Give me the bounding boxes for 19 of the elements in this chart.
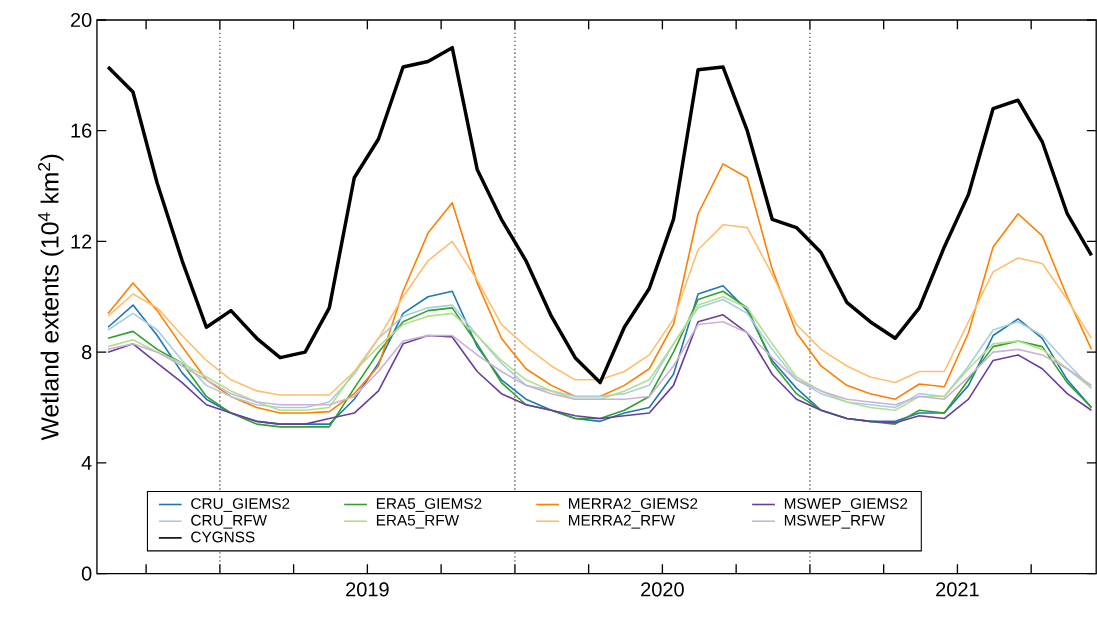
y-tick-label: 12	[71, 234, 92, 249]
legend-label: ERA5_RFW	[376, 515, 460, 529]
x-tick-label: 2020	[641, 582, 684, 597]
legend-label: MERRA2_GIEMS2	[569, 498, 698, 513]
y-tick-label: 20	[71, 13, 92, 28]
legend-label: CRU_GIEMS2	[191, 498, 290, 513]
y-tick-label: 8	[81, 345, 92, 360]
legend-label: MSWEP_GIEMS2	[784, 498, 908, 513]
legend-label: MSWEP_RFW	[784, 515, 885, 529]
x-tick-label: 2019	[346, 582, 389, 597]
legend-label: MERRA2_RFW	[569, 515, 675, 529]
x-tick-label: 2021	[936, 582, 979, 597]
y-tick-label: 0	[81, 566, 92, 581]
legend-label: CYGNSS	[191, 531, 255, 543]
y-axis-title: Wetland extents (10$^{4}$ km$^{2}$)	[38, 154, 64, 441]
legend-label: CRU_RFW	[191, 515, 267, 529]
y-tick-label: 16	[71, 123, 92, 138]
legend-label: ERA5_GIEMS2	[376, 498, 482, 513]
y-tick-label: 4	[81, 456, 92, 470]
